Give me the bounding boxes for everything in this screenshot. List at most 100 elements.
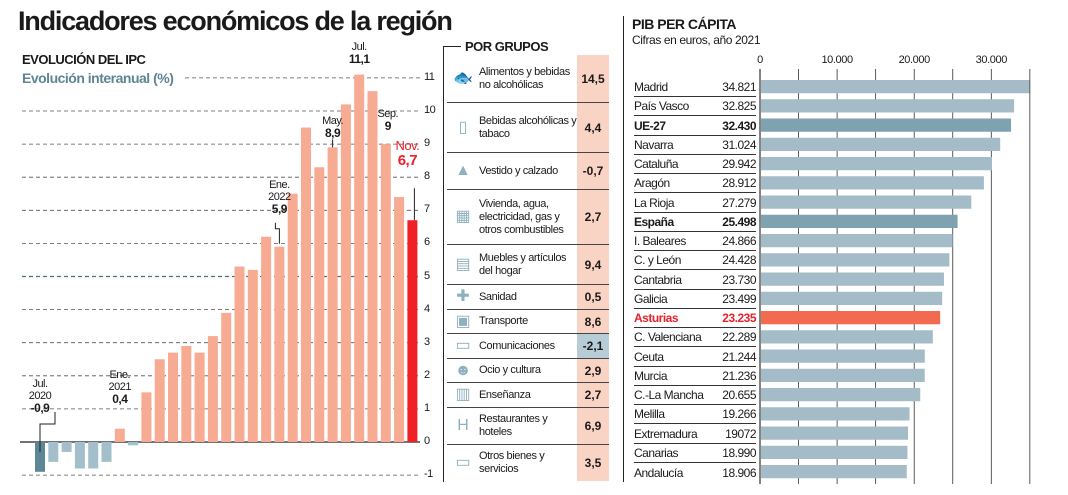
ipc-bar (287, 193, 298, 442)
region-value: 28.912 (722, 176, 756, 191)
pib-bar (761, 157, 992, 171)
ipc-bar (35, 442, 45, 472)
group-value: 14,5 (577, 55, 609, 102)
pib-row: C. y León 24.428 (634, 251, 757, 271)
pib-row: C.-La Mancha 20.655 (634, 386, 757, 405)
region-value: 23.730 (722, 272, 756, 287)
region-value: 31.024 (722, 137, 756, 152)
x-tick-label: 0 (757, 54, 763, 66)
group-row: ▤ Muebles y artículos del hogar 9,4 (447, 245, 609, 285)
group-label: Transporte (479, 315, 528, 327)
y-tick-label: 1 (424, 401, 430, 414)
group-row: ☻ Ocio y cultura 2,9 (447, 359, 609, 383)
house-icon: ▦ (455, 208, 471, 225)
group-label: Enseñanza (479, 388, 531, 401)
pib-border (623, 16, 624, 482)
region-name: Andalucía (634, 465, 683, 480)
ipc-bar (74, 442, 85, 469)
group-row: ▥ Enseñanza 2,7 (447, 383, 609, 408)
ipc-bar (114, 428, 125, 442)
bar-annotation: Nov. 6,7 (382, 138, 432, 168)
groups-border-top (443, 46, 461, 47)
region-value: 21.244 (722, 349, 756, 364)
group-value: 4,4 (577, 103, 609, 152)
group-row: ✚ Sanidad 0,5 (447, 285, 609, 310)
train-icon: ▣ (455, 312, 471, 330)
group-value: -2,1 (577, 334, 609, 358)
group-value: -0,7 (577, 153, 609, 189)
region-value: 22.289 (722, 330, 756, 345)
region-name: Galicia (634, 291, 668, 306)
region-value: 24.428 (722, 253, 756, 268)
region-name: C. y León (634, 253, 681, 268)
group-row: 🐟 Alimentos y bebidas no alcohólicas 14,5 (447, 55, 609, 103)
region-name: Aragón (634, 176, 670, 191)
pib-row: Melilla 19.266 (634, 405, 757, 425)
pib-row: Cantabria 23.730 (634, 271, 757, 290)
pib-bar (761, 195, 972, 209)
region-value: 27.279 (722, 195, 756, 210)
pib-chart-subtitle: Cifras en euros, año 2021 (632, 33, 761, 47)
group-value: 8,6 (577, 310, 609, 333)
pib-row: C. Valenciana 22.289 (634, 328, 757, 348)
y-tick-label: 4 (424, 302, 430, 315)
region-name: País Vasco (634, 99, 689, 114)
pib-bar (761, 118, 1012, 132)
pib-row: Extremadura 19072 (634, 425, 757, 444)
group-label: Otros bienes y servicios (479, 450, 545, 475)
region-value: 25.498 (722, 214, 756, 229)
region-value: 32.825 (722, 99, 756, 114)
region-name: UE-27 (634, 118, 666, 133)
group-label: Ocio y cultura (479, 364, 541, 376)
ipc-bar (314, 167, 325, 442)
annotation-period: Sep. (377, 108, 399, 121)
y-tick-label: 9 (424, 137, 430, 150)
ipc-bar (181, 346, 192, 442)
bar-annotation: Ene. 2021 0,4 (95, 369, 145, 405)
pib-bar (761, 388, 921, 402)
ipc-bar (367, 91, 378, 442)
group-label: Sanidad (479, 290, 517, 303)
group-row: ▭ Comunicaciones -2,1 (447, 334, 609, 359)
ipc-bar (154, 359, 165, 442)
page-title: Indicadores económicos de la región (18, 6, 453, 36)
pib-bar (761, 137, 1001, 151)
ipc-chart-subtitle: Evolución interanual (%) (22, 70, 174, 86)
region-value: 32.430 (722, 118, 756, 133)
bar-annotation: May. 8,9 (308, 115, 358, 139)
region-value: 19072 (725, 426, 756, 441)
book-icon: ▥ (455, 386, 471, 403)
bar-annotation: Sep. 9 (363, 108, 413, 132)
region-name: I. Baleares (634, 234, 686, 248)
pib-bar (761, 426, 909, 440)
region-name: Extremadura (634, 426, 698, 441)
region-name: Cataluña (634, 157, 679, 171)
ipc-bar (407, 220, 418, 442)
annotation-value: 5,9 (271, 201, 288, 216)
annotation-value: 0,4 (112, 391, 128, 406)
pib-bar (761, 214, 958, 228)
group-label: Vivienda, agua, electricidad, gas y otro… (479, 197, 564, 236)
annotation-period: Jul. (351, 40, 368, 53)
lighter-icon: ▯ (458, 118, 468, 136)
ipc-bar (48, 442, 59, 462)
annotation-value: 8,9 (325, 126, 341, 141)
region-name: C.-La Mancha (634, 388, 704, 402)
group-label: Restaurantes y hoteles (479, 413, 548, 438)
group-value: 0,5 (577, 285, 609, 309)
ipc-bar (101, 442, 112, 462)
pib-row: La Rioja 27.279 (634, 194, 757, 213)
annotation-value: 11,1 (348, 51, 370, 66)
hotel-icon: H (457, 417, 469, 434)
annotation-period: Ene. (109, 368, 131, 381)
region-name: Asturias (634, 311, 679, 325)
group-value: 2,7 (577, 190, 609, 244)
region-value: 23.235 (722, 311, 756, 325)
region-name: Ceuta (634, 349, 664, 364)
bar-annotation: Ene. 2022 5,9 (254, 179, 304, 215)
phone-icon: ▭ (455, 337, 471, 354)
region-name: Murcia (634, 368, 668, 383)
pib-bar (761, 368, 925, 382)
y-tick-label: 2 (424, 368, 430, 381)
y-tick-label: 6 (424, 236, 430, 249)
